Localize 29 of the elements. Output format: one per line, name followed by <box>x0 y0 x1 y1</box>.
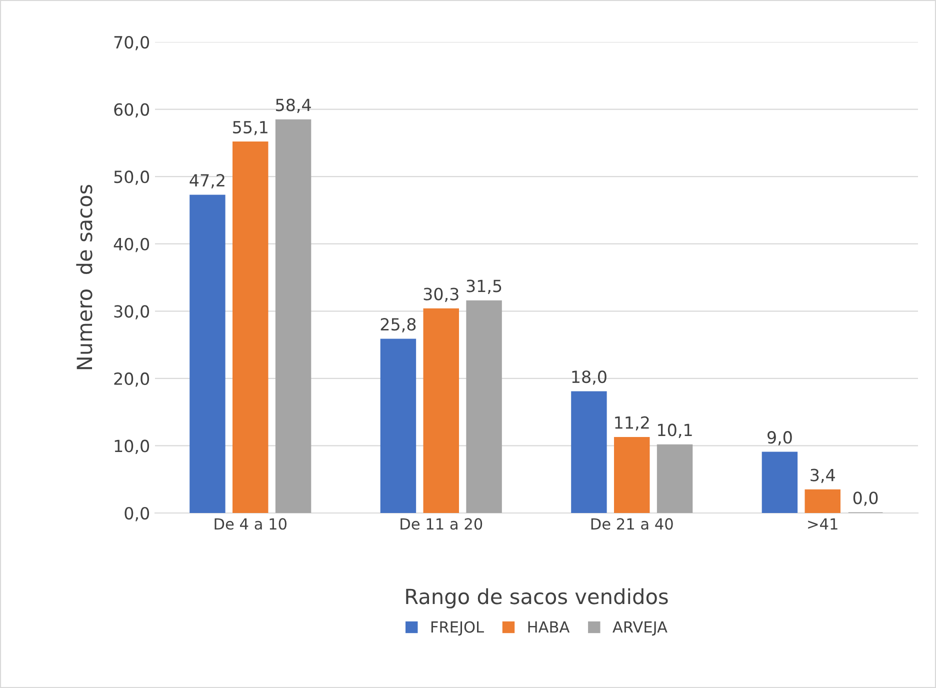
data-label: 55,1 <box>233 121 268 136</box>
data-label: 47,2 <box>190 174 224 188</box>
data-label: 10,1 <box>658 424 692 438</box>
y-tick-label: 60,0 <box>114 103 150 118</box>
data-label: 30,3 <box>424 288 458 302</box>
y-tick-label: 30,0 <box>114 305 150 320</box>
data-label: 31,5 <box>466 280 502 294</box>
data-label: 18,0 <box>572 370 606 385</box>
x-axis-title: Rango de sacos vendidos <box>406 588 668 608</box>
y-tick-label: 20,0 <box>114 372 150 387</box>
y-tick-label: 10,0 <box>114 440 150 454</box>
data-label: 11,2 <box>615 416 649 431</box>
y-tick-label: 40,0 <box>114 238 150 252</box>
legend-label: HABA <box>528 621 570 633</box>
x-tick-label: De 4 a 10 <box>214 518 286 530</box>
data-label: 0,0 <box>853 492 878 506</box>
x-tick-label: De 11 a 20 <box>400 518 482 530</box>
data-label: 3,4 <box>810 468 835 484</box>
data-label: 58,4 <box>276 98 311 113</box>
legend-label: ARVEJA <box>612 621 668 636</box>
data-label: 9,0 <box>768 431 792 446</box>
y-axis-title: Numero de sacos <box>76 184 92 370</box>
x-tick-label: >41 <box>808 518 838 530</box>
y-tick-label: 70,0 <box>114 36 150 50</box>
x-tick-label: De 21 a 40 <box>591 518 673 530</box>
data-label: 25,8 <box>380 318 416 332</box>
y-tick-label: 0,0 <box>124 506 150 522</box>
y-tick-label: 50,0 <box>114 170 150 185</box>
legend-label: FREJOL <box>431 621 484 636</box>
